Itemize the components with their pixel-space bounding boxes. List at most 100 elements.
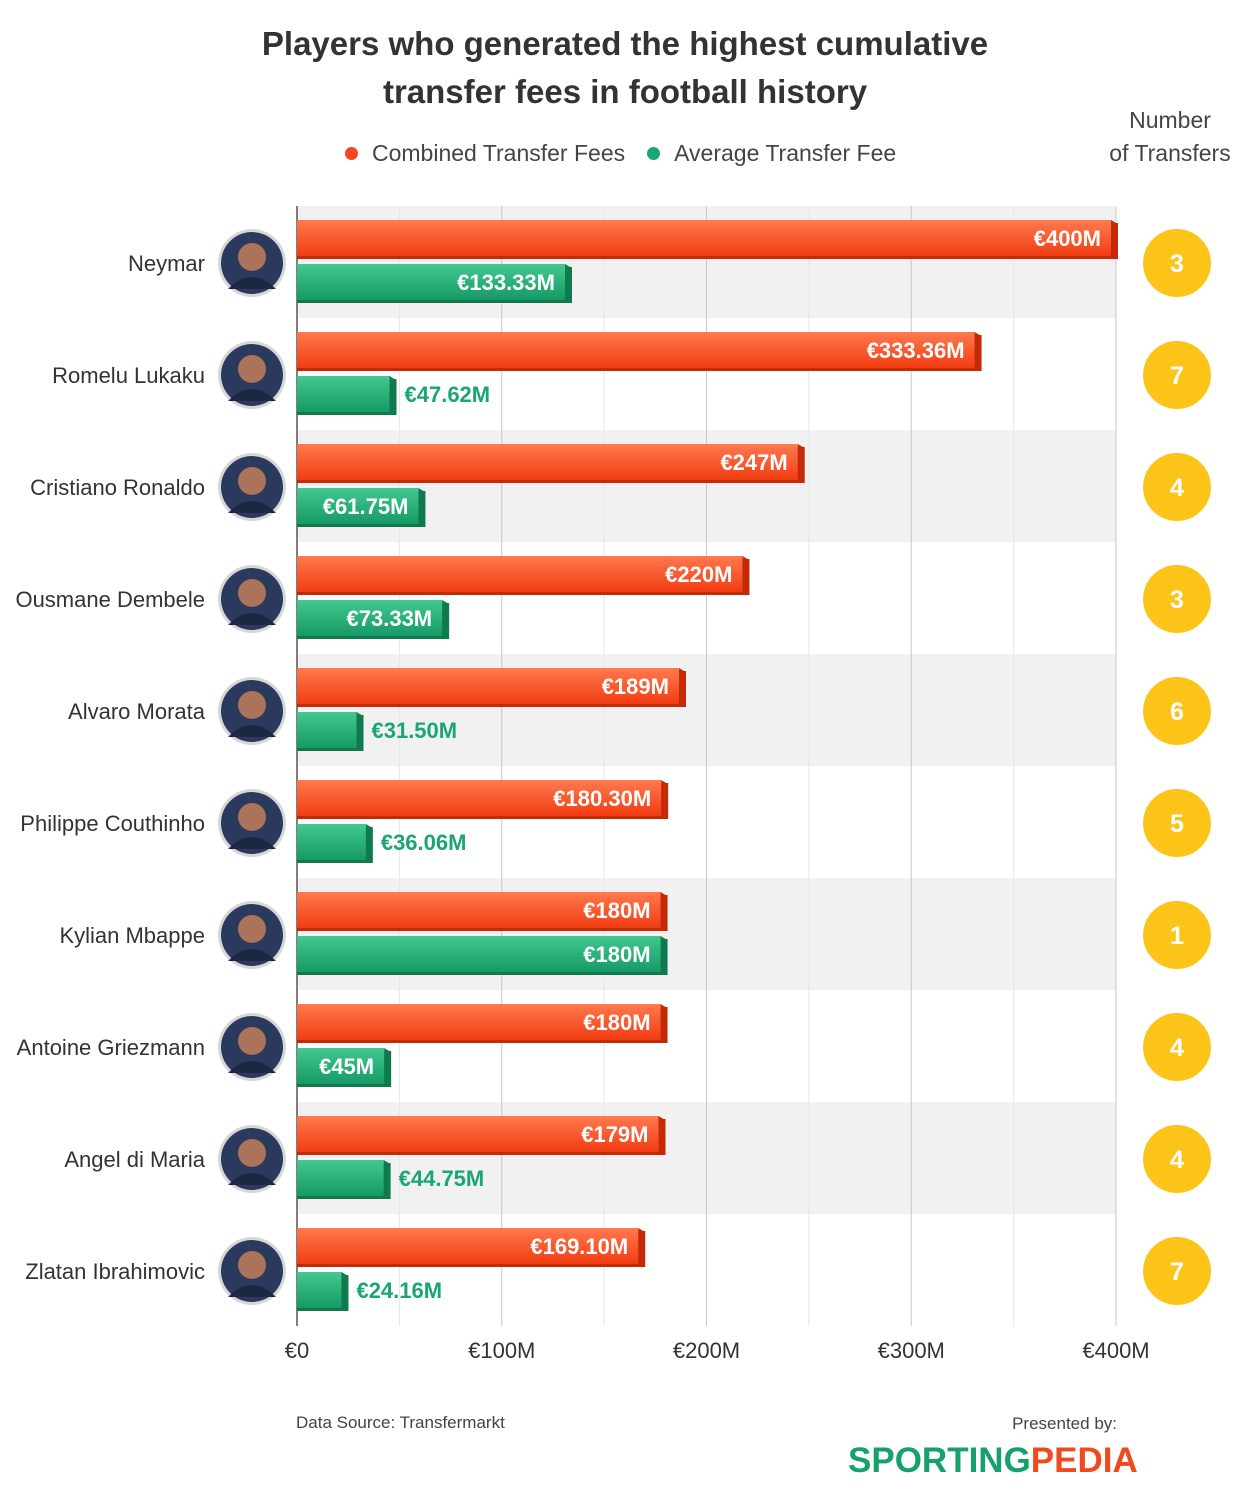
avatar-shirt: [228, 1173, 276, 1185]
avatar-shirt: [228, 1285, 276, 1297]
bar-combined-label: €333.36M: [867, 338, 965, 363]
legend-dot-combined: [345, 146, 358, 160]
legend-dot-average: [647, 146, 661, 160]
bar-average: [297, 264, 565, 300]
bar-combined-side: [660, 892, 666, 931]
avatar-shirt: [228, 613, 276, 625]
bar-combined-side: [1111, 220, 1116, 259]
bar-combined-label: €220M: [665, 562, 732, 587]
transfers-count: 1: [1170, 922, 1184, 950]
avatar-shirt: [228, 837, 276, 849]
presented-by: Presented by:: [1012, 1414, 1117, 1433]
transfers-badge: [1143, 229, 1211, 297]
avatar-face: [238, 355, 266, 383]
bar-average-label: €47.62M: [405, 382, 491, 407]
avatar-shirt: [228, 389, 276, 401]
bar-average-side: [660, 936, 666, 975]
bar-average-label: €45M: [319, 1054, 374, 1079]
chart-title-line2: transfer fees in football history: [382, 73, 868, 110]
bar-combined: [297, 220, 1111, 256]
bar-average: [297, 376, 390, 412]
bar-combined-side: [660, 1004, 666, 1043]
bar-average-side: [564, 264, 570, 303]
bar-average-label: €73.33M: [347, 606, 433, 631]
legend: Combined Transfer Fees Average Transfer …: [345, 138, 918, 168]
bar-combined: [297, 892, 661, 928]
transfers-badge: [1143, 901, 1211, 969]
bar-combined-side: [974, 332, 980, 371]
category-label: Alvaro Morata: [68, 699, 206, 724]
bar-combined-label: €179M: [581, 1122, 648, 1147]
bar-combined: [297, 1116, 659, 1152]
bar-average-side: [384, 1048, 390, 1087]
bar-combined-label: €180M: [583, 1010, 650, 1035]
chart-title: Players who generated the highest cumula…: [0, 20, 1250, 116]
avatar-face: [238, 1139, 266, 1167]
bar-average-side: [418, 488, 424, 527]
x-tick-label: €400M: [1082, 1338, 1149, 1363]
transfers-count: 3: [1170, 586, 1184, 614]
bar-average-label: €44.75M: [399, 1166, 485, 1191]
data-source: Data Source: Transfermarkt: [296, 1413, 505, 1432]
transfers-count: 4: [1170, 1146, 1184, 1174]
avatar-face: [238, 243, 266, 271]
bar-combined-label: €169.10M: [530, 1234, 628, 1259]
category-label: Kylian Mbappe: [59, 923, 205, 948]
avatar-face: [238, 1251, 266, 1279]
bar-average-label: €180M: [583, 942, 650, 967]
transfers-badge: [1143, 1237, 1211, 1305]
transfers-badge: [1143, 677, 1211, 745]
bar-combined-label: €180.30M: [553, 786, 651, 811]
bar-average-side: [383, 1160, 389, 1199]
chart-title-line1: Players who generated the highest cumula…: [261, 25, 989, 62]
transfers-count: 4: [1170, 1034, 1184, 1062]
transfers-count: 5: [1170, 810, 1184, 838]
bar-combined-label: €247M: [720, 450, 787, 475]
avatar-shirt: [228, 949, 276, 961]
x-tick-label: €100M: [468, 1338, 535, 1363]
avatar-face: [238, 803, 266, 831]
category-label: Zlatan Ibrahimovic: [25, 1259, 205, 1284]
bar-combined-side: [661, 780, 667, 819]
transfers-badge: [1143, 453, 1211, 521]
bar-combined-label: €189M: [602, 674, 669, 699]
bar-combined-side: [742, 556, 748, 595]
bar-combined: [297, 780, 662, 816]
bar-average-label: €24.16M: [356, 1278, 442, 1303]
transfers-count: 4: [1170, 474, 1184, 502]
transfers-badge: [1143, 1125, 1211, 1193]
x-tick-label: €300M: [878, 1338, 945, 1363]
number-of-transfers-title: Number of Transfers: [1100, 104, 1240, 170]
transfers-count: 7: [1170, 1258, 1184, 1286]
category-label: Ousmane Dembele: [15, 587, 205, 612]
bar-average: [297, 1160, 384, 1196]
transfers-count: 7: [1170, 362, 1184, 390]
bar-combined: [297, 1228, 639, 1264]
bar-average: [297, 488, 419, 524]
bar-combined-side: [797, 444, 803, 483]
avatar-shirt: [228, 725, 276, 737]
avatar-face: [238, 1027, 266, 1055]
bar-average-side: [356, 712, 362, 751]
bar-combined-side: [678, 668, 684, 707]
sportingpedia-wordmark: SPORTINGPEDIA: [848, 1441, 1138, 1481]
category-label: Cristiano Ronaldo: [30, 475, 205, 500]
avatar-shirt: [228, 1061, 276, 1073]
bar-combined-side: [658, 1116, 664, 1155]
x-tick-label: €0: [285, 1338, 309, 1363]
bar-average: [297, 600, 443, 636]
bar-average: [297, 1048, 385, 1084]
bar-chart: €400M €133.33M €333.36M €47.62M €247M €61.75M…: [15, 206, 1211, 1363]
bar-combined-label: €400M: [1034, 226, 1101, 251]
bar-combined: [297, 556, 743, 592]
bar-average-label: €36.06M: [381, 830, 467, 855]
avatar-shirt: [228, 501, 276, 513]
bar-average: [297, 936, 661, 972]
avatar-face: [238, 691, 266, 719]
bar-combined-side: [638, 1228, 644, 1267]
category-label: Antoine Griezmann: [17, 1035, 205, 1060]
bar-average-side: [341, 1272, 347, 1311]
bar-combined-label: €180M: [583, 898, 650, 923]
legend-item-combined: Combined Transfer Fees: [345, 140, 625, 167]
category-label: Romelu Lukaku: [52, 363, 205, 388]
